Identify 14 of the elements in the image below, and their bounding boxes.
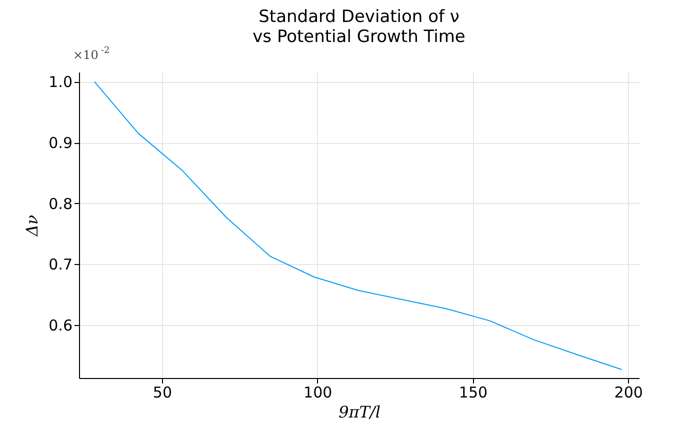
line-series	[94, 81, 622, 370]
y-tick-label: 0.7	[48, 256, 72, 274]
y-tick-label: 0.6	[48, 316, 72, 335]
x-tick-label: 50	[152, 384, 172, 402]
x-tick-label: 150	[458, 384, 488, 402]
y-tick-label: 0.9	[48, 134, 72, 152]
x-tick-label: 100	[304, 384, 332, 402]
text: ×10-2	[73, 46, 110, 62]
chart-title: Standard Deviation of ν vs Potential Growth Time	[252, 7, 466, 47]
y-tick-label: 1.0	[48, 73, 72, 92]
y-axis-title: Δν	[22, 214, 42, 238]
x-tick-label: 200	[614, 384, 643, 402]
y-tick-label: 0.8	[48, 194, 72, 213]
x-axis-title: 9πT/l	[338, 402, 380, 422]
